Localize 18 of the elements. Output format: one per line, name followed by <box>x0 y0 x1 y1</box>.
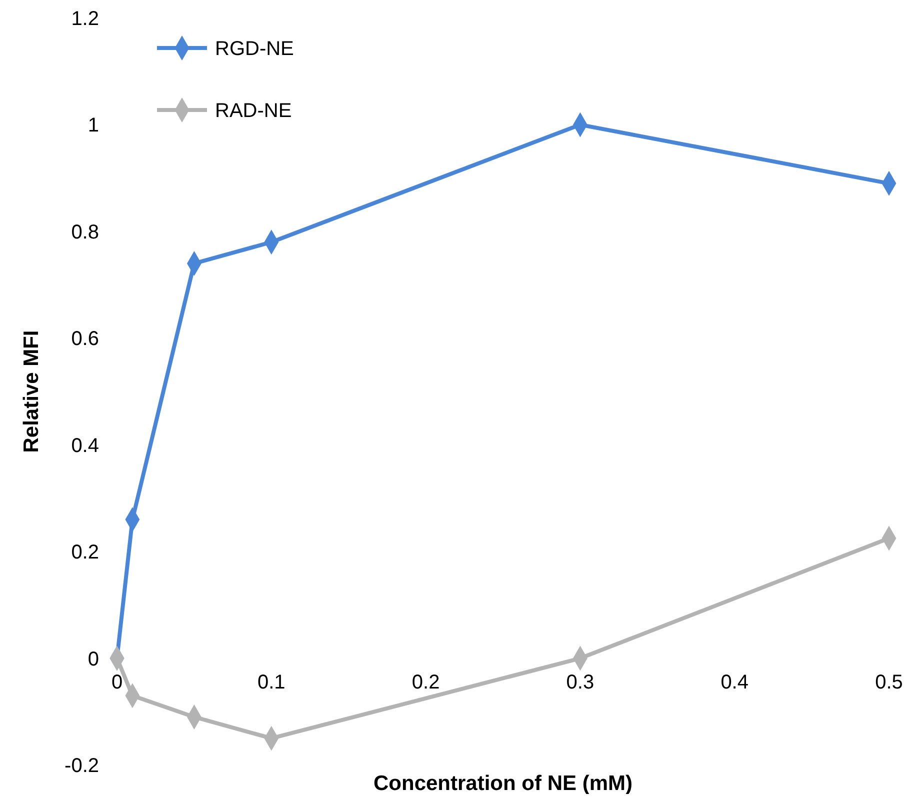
y-tick-label: -0.2 <box>64 755 99 777</box>
legend-label: RGD-NE <box>215 38 294 60</box>
legend-label: RAD-NE <box>215 100 292 122</box>
x-axis-title: Concentration of NE (mM) <box>374 772 632 795</box>
x-tick-label: 0.2 <box>412 671 440 694</box>
y-axis-title: Relative MFI <box>20 330 43 453</box>
y-tick-label: 0.2 <box>71 542 99 564</box>
y-tick-label: 0 <box>88 648 99 670</box>
x-tick-label: 0.1 <box>257 671 286 694</box>
x-tick-label: 0 <box>111 671 123 694</box>
y-tick-label: 0.6 <box>71 328 99 350</box>
x-tick-label: 0.4 <box>720 671 749 694</box>
y-tick-label: 0.8 <box>71 221 99 244</box>
y-tick-label: 0.4 <box>71 434 99 457</box>
x-tick-label: 0.5 <box>875 671 903 694</box>
x-tick-label: 0.3 <box>566 671 594 694</box>
y-tick-label: 1 <box>88 114 99 137</box>
y-tick-label: 1.2 <box>71 8 99 30</box>
